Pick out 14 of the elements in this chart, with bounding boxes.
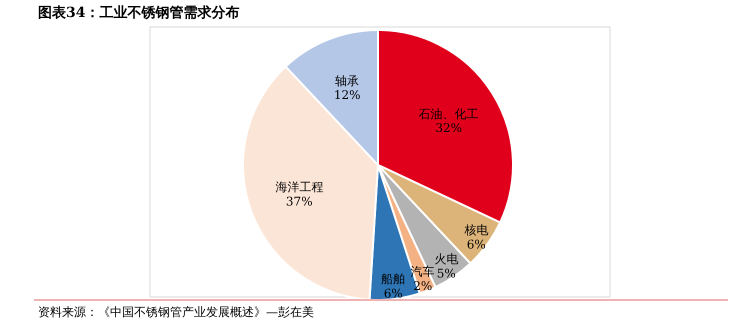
slice-label: 石油、化工 [418, 106, 479, 121]
slice-label: 轴承 [335, 74, 360, 88]
data-label: 6% [384, 286, 403, 301]
slice-label: 火电 [434, 252, 458, 266]
text: 资料来源：《中国不锈钢管产业发展概述》—彭在美 [38, 305, 314, 319]
data-label: 37% [286, 194, 313, 208]
slice-label: 船舶 [381, 272, 406, 286]
data-label: 32% [435, 121, 462, 136]
slice-label: 核电 [463, 223, 488, 238]
chart-title: 图表34：工业不锈钢管需求分布 [38, 5, 240, 21]
data-label: 6% [466, 237, 486, 252]
slice-label: 海洋工程 [275, 180, 324, 194]
data-label: 5% [436, 266, 456, 280]
data-label: 12% [334, 88, 361, 102]
